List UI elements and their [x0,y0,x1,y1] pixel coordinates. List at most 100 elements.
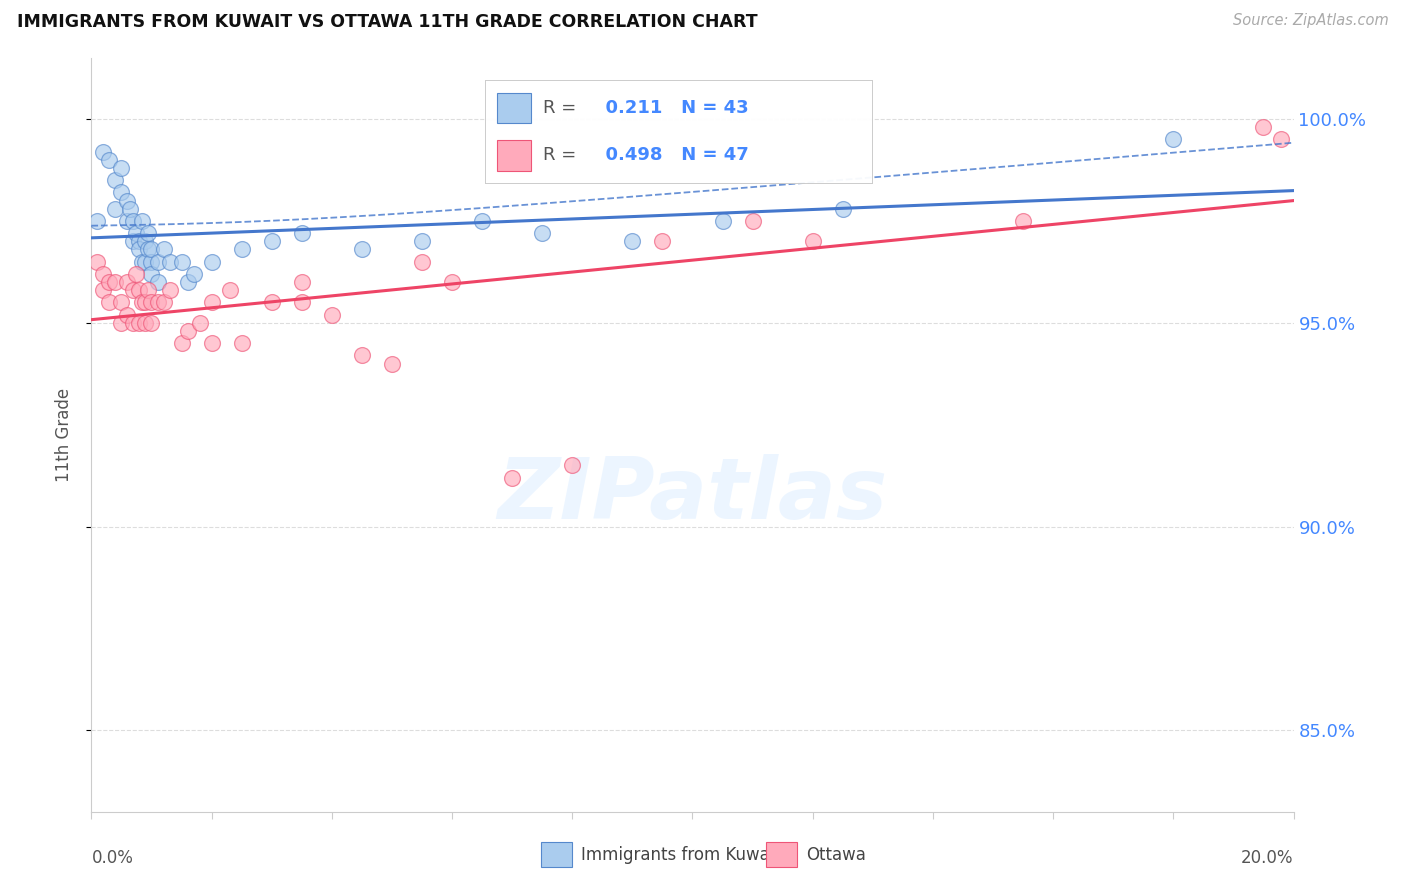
Point [441,275,464,289]
Point [122,235,145,249]
Point [152,295,174,310]
Point [260,235,283,249]
Point [231,336,253,351]
Point [134,254,156,268]
Text: R =: R = [543,146,576,164]
Point [131,254,153,268]
Point [621,235,644,249]
Point [93,145,115,159]
Point [98,153,121,167]
Point [120,202,142,216]
Point [134,295,156,310]
Point [350,243,373,257]
Point [170,254,193,268]
Point [1161,132,1184,146]
Text: ZIPatlas: ZIPatlas [498,454,887,537]
Point [201,336,224,351]
Bar [496,140,531,170]
Point [98,275,121,289]
Text: Immigrants from Kuwait: Immigrants from Kuwait [581,846,780,863]
Point [110,186,132,200]
Point [128,316,150,330]
Text: 0.0%: 0.0% [91,849,134,867]
Point [128,243,150,257]
Point [183,267,205,281]
Point [831,202,853,216]
Point [93,267,115,281]
Y-axis label: 11th Grade: 11th Grade [55,388,73,482]
Point [134,235,156,249]
Point [104,202,127,216]
Point [117,194,139,208]
Point [117,275,139,289]
Point [146,295,169,310]
Point [98,295,121,310]
Point [176,275,198,289]
Point [128,235,150,249]
Bar [496,93,531,123]
Point [125,267,148,281]
Point [1253,120,1275,135]
Point [128,283,150,297]
Point [141,243,163,257]
Point [170,336,193,351]
Point [141,254,163,268]
Point [110,295,132,310]
Point [152,243,174,257]
Point [260,295,283,310]
Point [231,243,253,257]
Point [381,357,404,371]
Point [711,214,734,228]
Text: Source: ZipAtlas.com: Source: ZipAtlas.com [1233,13,1389,29]
Point [561,458,583,473]
Point [122,283,145,297]
Text: 20.0%: 20.0% [1241,849,1294,867]
Point [201,295,224,310]
Point [141,295,163,310]
Point [651,235,673,249]
Point [104,173,127,187]
Text: R =: R = [543,99,576,117]
Point [146,254,169,268]
Point [188,316,211,330]
Text: 0.498   N = 47: 0.498 N = 47 [593,146,749,164]
Point [122,214,145,228]
Point [138,283,160,297]
Point [411,254,433,268]
Point [531,226,554,240]
Point [138,226,160,240]
Point [741,214,763,228]
Point [122,316,145,330]
Point [1012,214,1035,228]
Point [131,295,153,310]
Point [291,295,314,310]
Point [501,470,523,484]
Point [86,214,108,228]
Text: IMMIGRANTS FROM KUWAIT VS OTTAWA 11TH GRADE CORRELATION CHART: IMMIGRANTS FROM KUWAIT VS OTTAWA 11TH GR… [17,13,758,31]
Text: Ottawa: Ottawa [806,846,866,863]
Point [117,308,139,322]
Point [141,316,163,330]
Point [291,226,314,240]
Point [93,283,115,297]
Point [159,283,181,297]
Point [125,226,148,240]
Point [134,316,156,330]
Point [1270,132,1292,146]
Point [104,275,127,289]
Point [131,214,153,228]
Point [350,348,373,362]
Point [110,316,132,330]
Point [110,161,132,175]
Point [138,243,160,257]
Point [291,275,314,289]
Text: 0.211   N = 43: 0.211 N = 43 [593,99,749,117]
Point [411,235,433,249]
Point [801,235,824,249]
Point [141,267,163,281]
Point [146,275,169,289]
Point [471,214,494,228]
Point [159,254,181,268]
Point [86,254,108,268]
Point [201,254,224,268]
